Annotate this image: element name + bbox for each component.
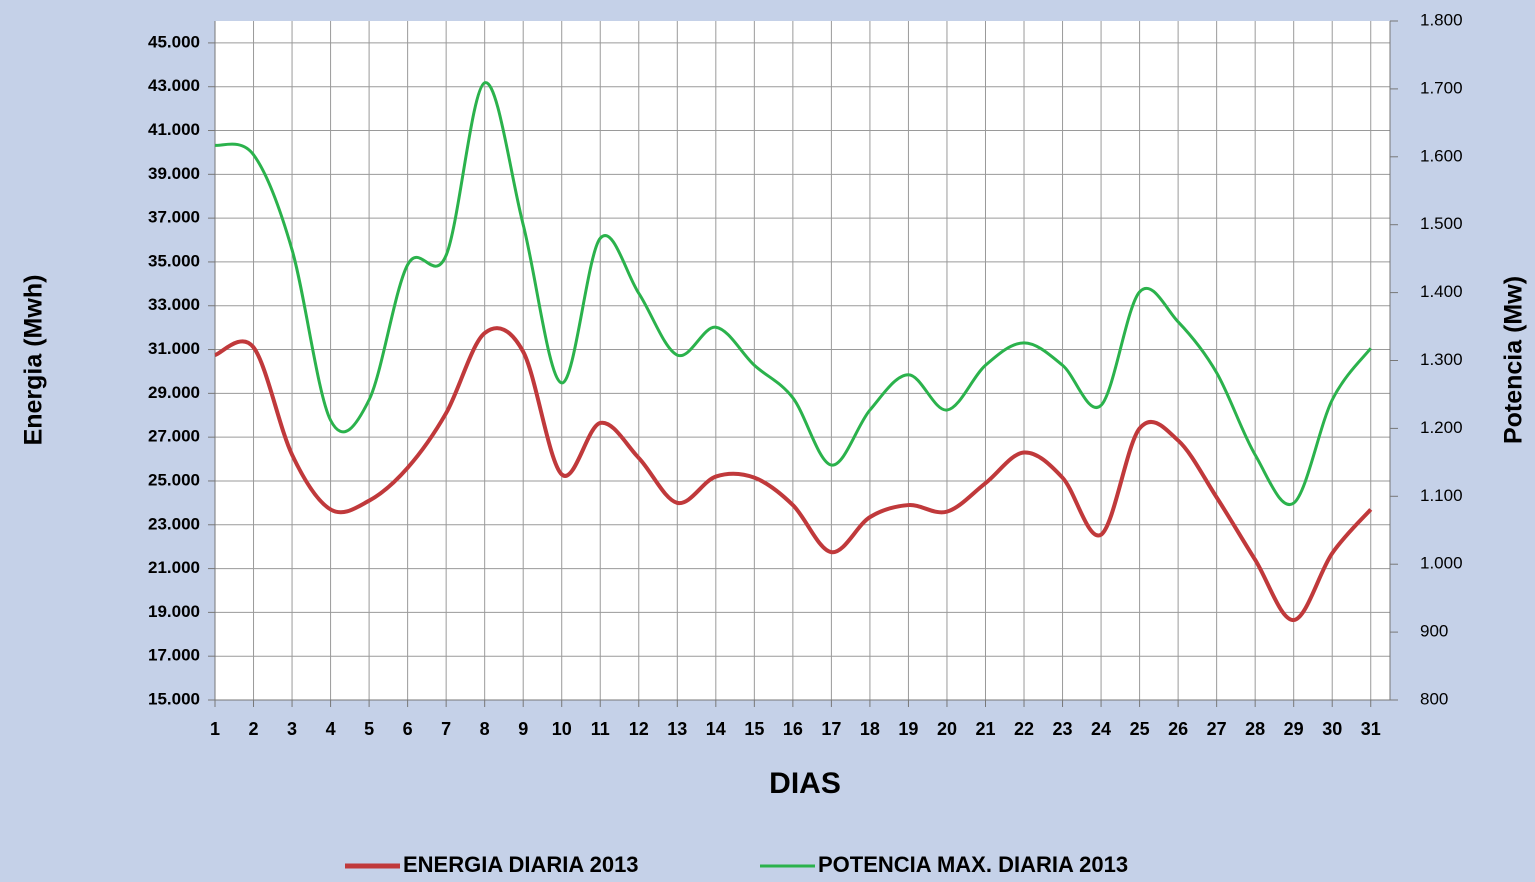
x-tick-label: 8 <box>480 719 490 739</box>
x-tick-label: 6 <box>403 719 413 739</box>
y-tick-label: 37.000 <box>148 208 200 227</box>
series-line <box>214 326 1373 623</box>
y-tick-label: 33.000 <box>148 295 200 314</box>
x-tick-label: 27 <box>1207 719 1227 739</box>
x-tick-label: 18 <box>860 719 880 739</box>
y-tick-label: 41.000 <box>148 120 200 139</box>
x-tick-label: 1 <box>210 719 220 739</box>
y-tick-label: 39.000 <box>148 164 200 183</box>
y-tick-label: 29.000 <box>148 383 200 402</box>
plot-area <box>215 21 1390 700</box>
y2-tick-label: 1.800 <box>1420 10 1463 29</box>
x-tick-label: 15 <box>744 719 764 739</box>
x-tick-label: 31 <box>1361 719 1381 739</box>
x-tick-label: 4 <box>326 719 336 739</box>
x-tick-label: 9 <box>518 719 528 739</box>
x-tick-label: 26 <box>1168 719 1188 739</box>
y-tick-label: 27.000 <box>148 427 200 446</box>
x-tick-label: 14 <box>706 719 726 739</box>
y2-tick-label: 1.500 <box>1420 214 1463 233</box>
x-tick-label: 7 <box>441 719 451 739</box>
x-tick-label: 12 <box>629 719 649 739</box>
y2-tick-label: 1.600 <box>1420 146 1463 165</box>
y-tick-label: 43.000 <box>148 76 200 95</box>
y-tick-label: 35.000 <box>148 251 200 270</box>
y-tick-label: 15.000 <box>148 689 200 708</box>
x-tick-label: 17 <box>821 719 841 739</box>
y-tick-label: 31.000 <box>148 339 200 358</box>
x-tick-label: 10 <box>552 719 572 739</box>
y-tick-label: 21.000 <box>148 558 200 577</box>
y-tick-label: 45.000 <box>148 32 200 51</box>
y2-tick-label: 800 <box>1420 689 1448 708</box>
x-tick-label: 22 <box>1014 719 1034 739</box>
x-tick-label: 21 <box>975 719 995 739</box>
y2-tick-label: 1.400 <box>1420 282 1463 301</box>
x-tick-label: 28 <box>1245 719 1265 739</box>
x-tick-label: 11 <box>591 719 610 739</box>
legend-label: POTENCIA MAX. DIARIA 2013 <box>818 852 1128 877</box>
x-tick-label: 13 <box>667 719 687 739</box>
x-tick-label: 29 <box>1284 719 1304 739</box>
x-tick-label: 23 <box>1053 719 1073 739</box>
x-tick-label: 19 <box>898 719 918 739</box>
y-tick-label: 19.000 <box>148 602 200 621</box>
series-line <box>214 81 1372 506</box>
x-tick-label: 16 <box>783 719 803 739</box>
legend-label: ENERGIA DIARIA 2013 <box>403 852 639 877</box>
y-tick-label: 25.000 <box>148 470 200 489</box>
x-tick-label: 30 <box>1322 719 1342 739</box>
x-tick-label: 25 <box>1130 719 1150 739</box>
x-tick-label: 20 <box>937 719 957 739</box>
x-tick-label: 2 <box>249 719 259 739</box>
y2-axis-title: Potencia (Mw) <box>1500 276 1528 444</box>
y-axis-title: Energia (Mwh) <box>20 275 48 446</box>
x-axis-title: DIAS <box>769 767 841 800</box>
x-tick-label: 24 <box>1091 719 1111 739</box>
y2-tick-label: 1.100 <box>1420 486 1463 505</box>
y-tick-label: 17.000 <box>148 646 200 665</box>
y-tick-label: 23.000 <box>148 514 200 533</box>
y2-tick-label: 900 <box>1420 622 1448 641</box>
x-tick-label: 3 <box>287 719 297 739</box>
x-tick-label: 5 <box>364 719 374 739</box>
y2-tick-label: 1.200 <box>1420 418 1463 437</box>
y2-tick-label: 1.300 <box>1420 350 1463 369</box>
y2-tick-label: 1.700 <box>1420 78 1463 97</box>
y2-tick-label: 1.000 <box>1420 554 1463 573</box>
